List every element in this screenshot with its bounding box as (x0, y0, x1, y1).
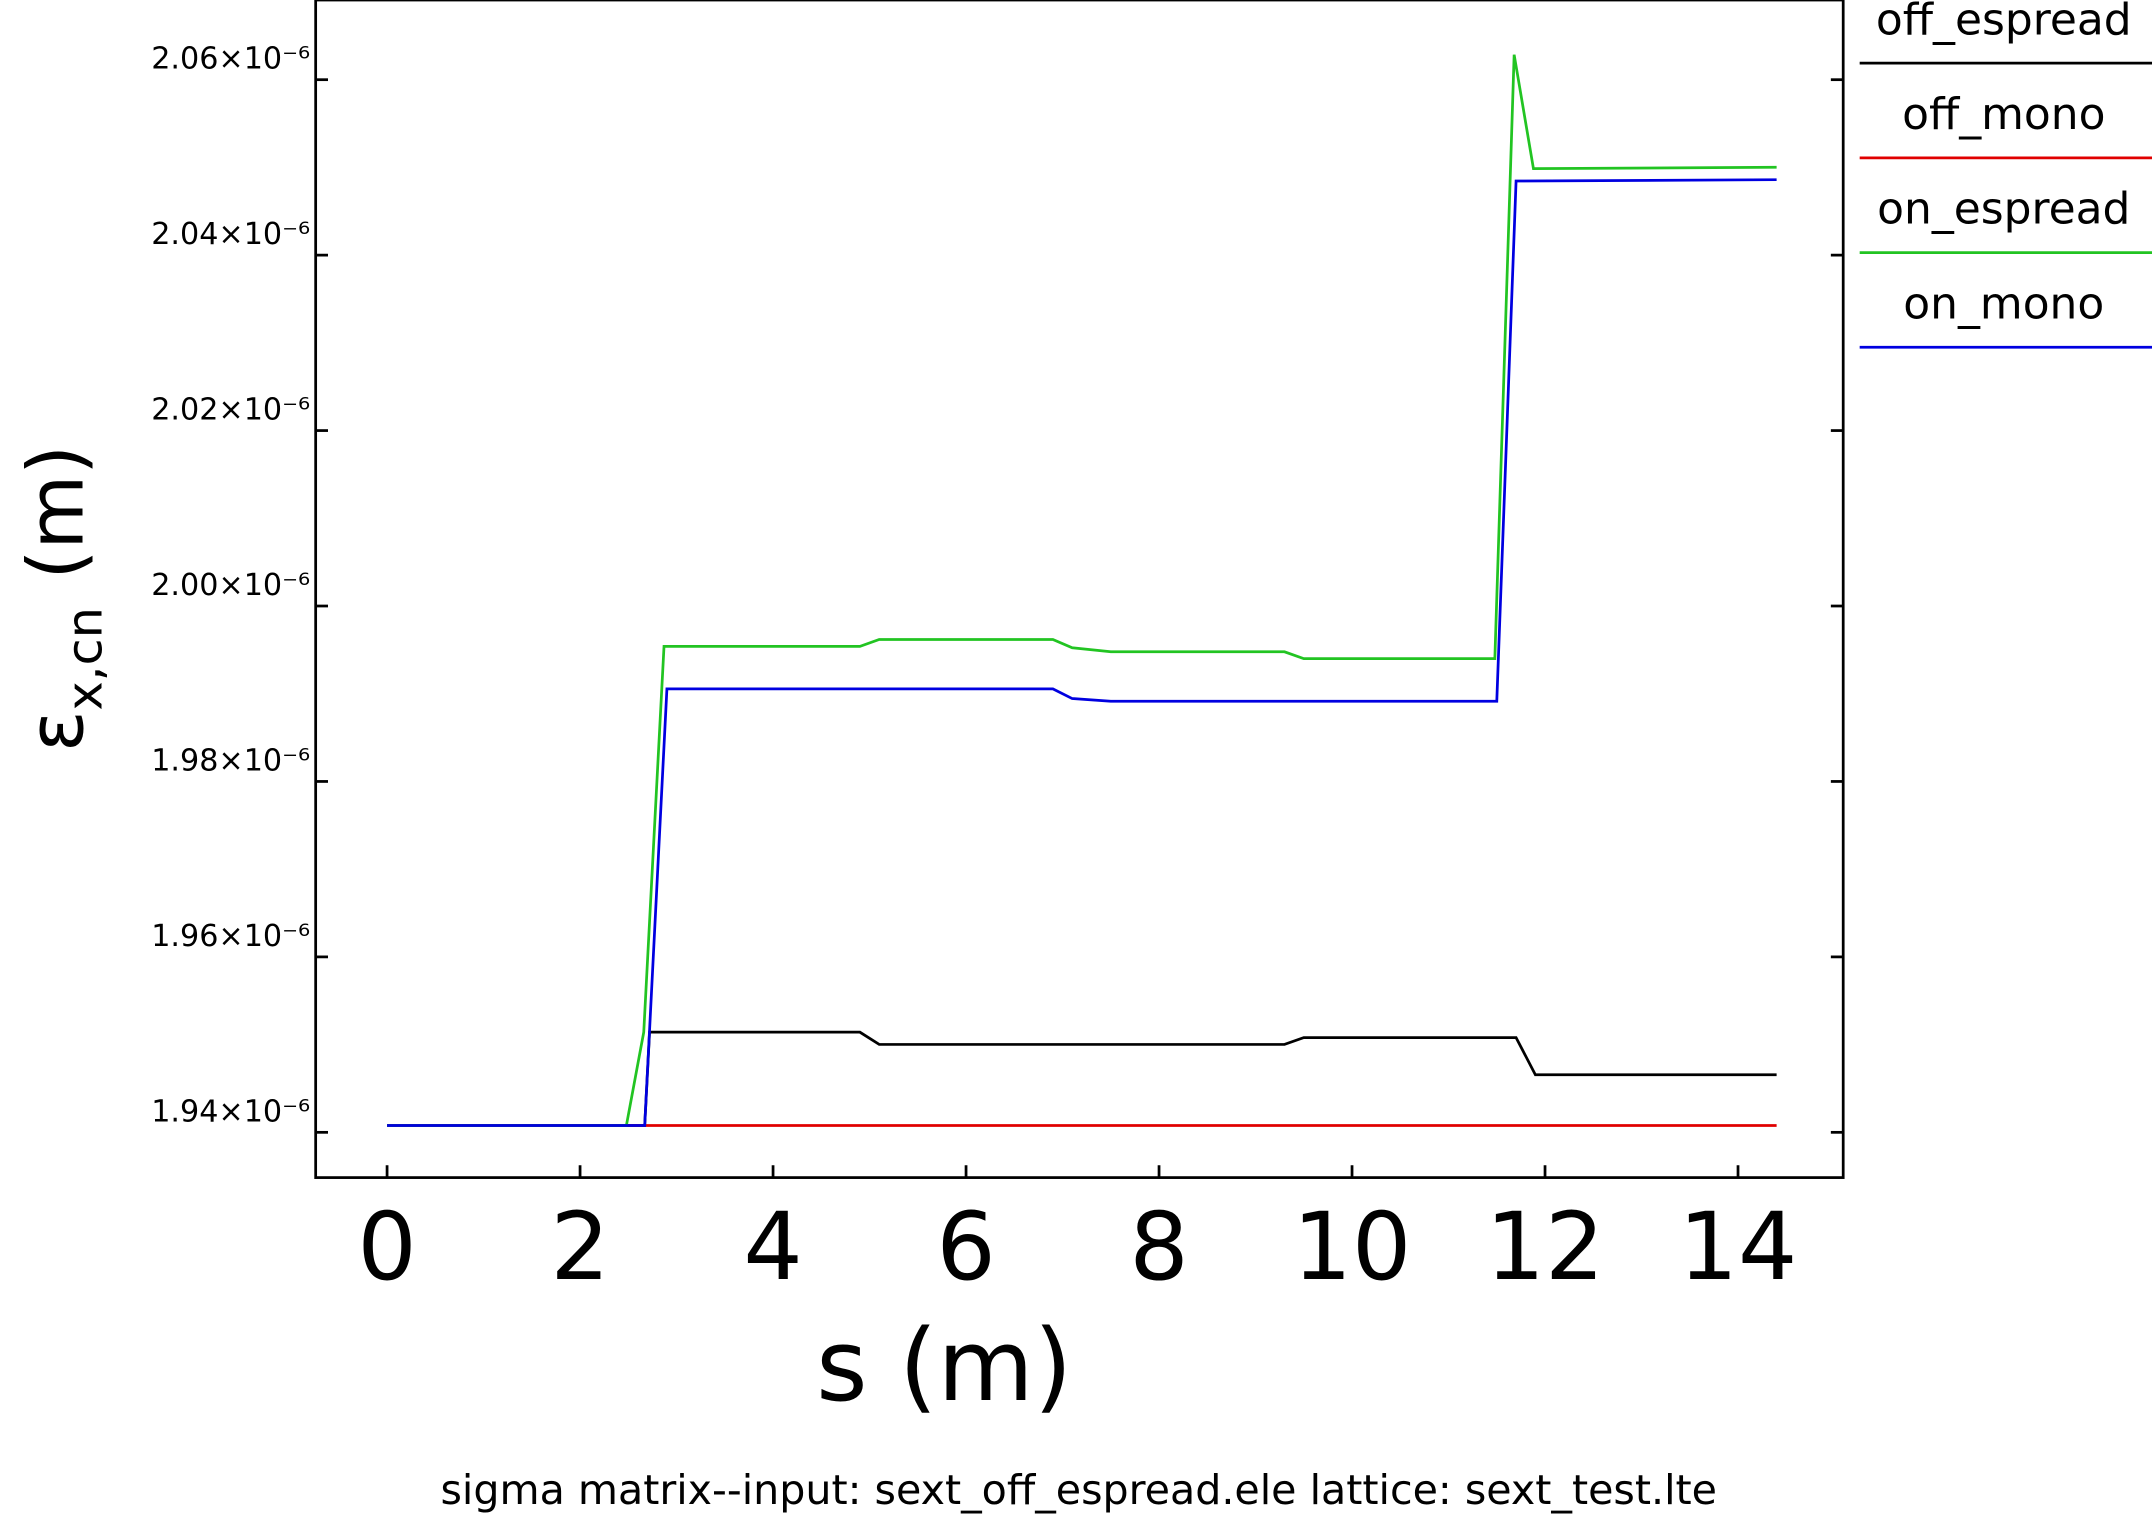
y-tick-label: 2.06×10⁻⁶ (151, 42, 310, 77)
x-tick-label: 10 (1293, 1193, 1412, 1302)
y-label-unit: (m) (12, 445, 101, 580)
x-tick-label: 6 (936, 1193, 995, 1302)
y-tick-label: 2.04×10⁻⁶ (151, 217, 310, 252)
x-tick-label: 4 (743, 1193, 802, 1302)
y-tick-label: 2.02×10⁻⁶ (151, 393, 310, 428)
x-tick-label: 8 (1129, 1193, 1188, 1302)
legend-label: on_mono (1903, 278, 2104, 329)
x-tick-label: 14 (1679, 1193, 1798, 1302)
caption: sigma matrix--input: sext_off_espread.el… (440, 1466, 1717, 1514)
x-tick-label: 2 (550, 1193, 609, 1302)
x-tick-label: 0 (357, 1193, 416, 1302)
y-tick-label: 1.98×10⁻⁶ (151, 743, 310, 778)
data-line (387, 54, 1777, 1127)
legend-label: off_espread (1876, 0, 2132, 45)
y-axis-label: εx,cn (m) (12, 445, 113, 752)
legend-label: on_espread (1877, 184, 2130, 235)
data-line (387, 1030, 1777, 1127)
x-axis-label: s (m) (816, 1309, 1072, 1424)
y-tick-label: 2.00×10⁻⁶ (151, 568, 310, 603)
y-label-symbol: ε (12, 710, 101, 752)
y-tick-label: 1.94×10⁻⁶ (151, 1094, 310, 1129)
x-tick-label: 12 (1486, 1193, 1605, 1302)
legend-label: off_mono (1902, 89, 2105, 140)
y-axis-label-text: εx,cn (m) (12, 445, 113, 752)
y-label-subscript: x,cn (56, 607, 114, 710)
data-line (387, 178, 1777, 1127)
plot-frame (314, 0, 1845, 1179)
y-tick-label: 1.96×10⁻⁶ (151, 919, 310, 954)
